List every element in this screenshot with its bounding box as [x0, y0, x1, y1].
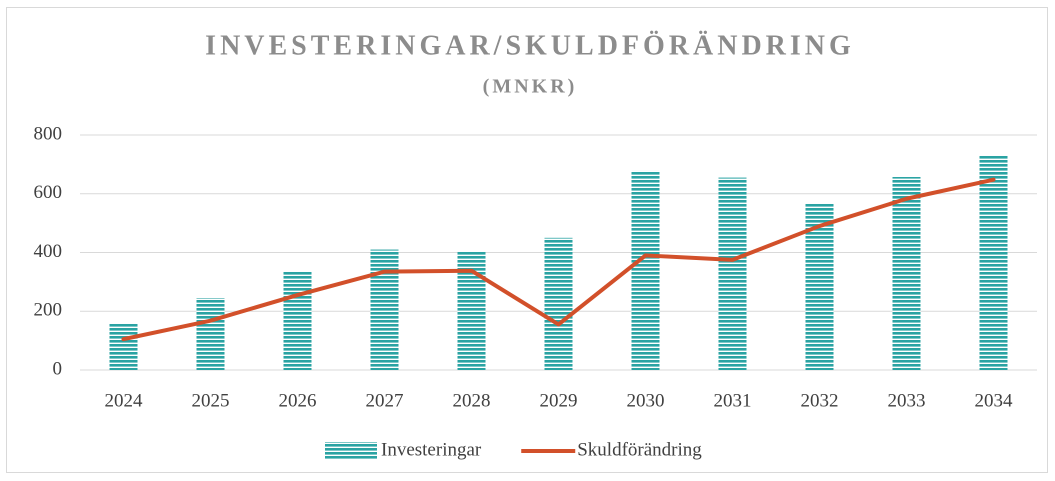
line	[121, 177, 996, 342]
x-tick-label: 2030	[627, 390, 665, 411]
x-tick-label: 2029	[540, 390, 578, 411]
x-tick-label: 2025	[192, 390, 230, 411]
x-tick-label: 2032	[801, 390, 839, 411]
legend-swatch	[325, 442, 377, 460]
y-tick-label: 600	[34, 182, 63, 203]
chart-title: INVESTERINGAR/SKULDFÖRÄNDRING	[205, 30, 855, 61]
x-tick-label: 2027	[366, 390, 404, 411]
y-tick-label: 400	[34, 241, 63, 262]
bar	[283, 271, 312, 370]
bar	[892, 177, 921, 370]
x-tick-label: 2024	[105, 390, 144, 411]
x-tick-label: 2034	[975, 390, 1014, 411]
bar	[370, 249, 399, 370]
x-tick-label: 2031	[714, 390, 752, 411]
x-tick-label: 2033	[888, 390, 926, 411]
bar	[109, 323, 138, 370]
y-tick-label: 800	[34, 123, 63, 144]
x-tick-label: 2028	[453, 390, 491, 411]
bar	[196, 298, 225, 370]
chart-subtitle: (MNKR)	[483, 76, 578, 98]
x-tick-label: 2026	[279, 390, 317, 411]
bar	[544, 237, 573, 370]
y-tick-label: 0	[53, 358, 63, 379]
chart-frame	[6, 7, 1048, 473]
y-tick-label: 200	[34, 300, 63, 321]
legend-label: Investeringar	[381, 439, 482, 460]
legend-label: Skuldförändring	[577, 439, 702, 460]
bar	[718, 177, 747, 370]
bar	[979, 155, 1008, 370]
bar	[631, 170, 660, 370]
